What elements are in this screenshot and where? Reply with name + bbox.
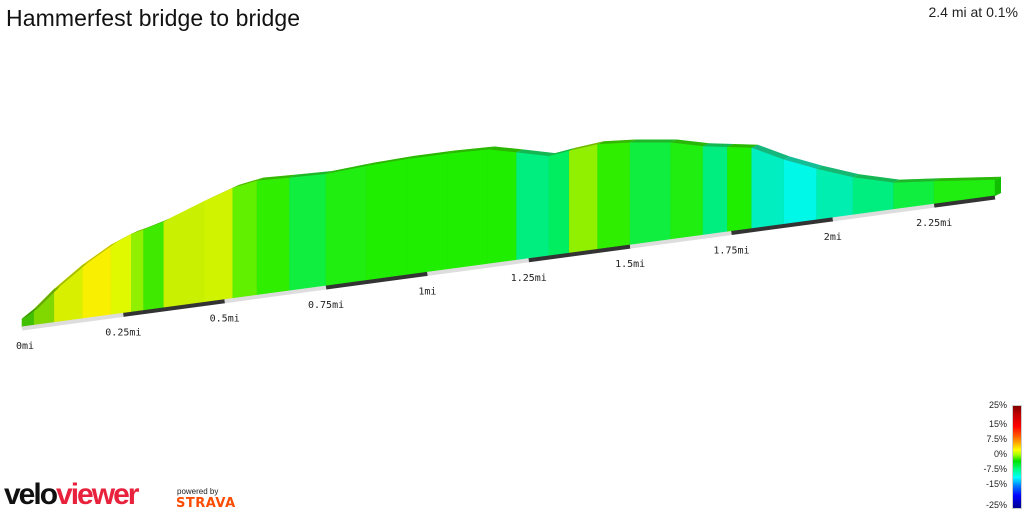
- distance-tick-label: 1.25mi: [511, 273, 547, 284]
- ridge-segment: [488, 146, 523, 153]
- distance-axis: [21, 195, 996, 331]
- ridge-segment: [934, 176, 1001, 182]
- profile-ridge: [22, 139, 1001, 319]
- axis-band: [224, 285, 327, 304]
- legend-label: 25%: [988, 400, 1007, 410]
- distance-tick-label: 1.5mi: [615, 259, 645, 270]
- gradient-segment: [289, 173, 327, 292]
- gradient-segment: [751, 147, 785, 230]
- gradient-segment: [569, 143, 598, 254]
- logo-velo: velo: [4, 478, 58, 511]
- legend-label: -25%: [985, 500, 1007, 510]
- ridge-segment: [22, 306, 41, 319]
- gradient-segment: [597, 142, 631, 250]
- ridge-segment: [784, 156, 823, 169]
- distance-tick-label: 2mi: [824, 232, 842, 243]
- axis-band: [832, 203, 935, 222]
- gradient-segment: [727, 146, 753, 233]
- distance-tick-label: 0.25mi: [105, 327, 141, 338]
- ridge-segment: [326, 162, 373, 175]
- gradient-segment: [256, 177, 290, 296]
- ridge-segment: [549, 147, 576, 157]
- legend-label: 0%: [993, 449, 1007, 459]
- strava-logo[interactable]: STRAVA: [176, 496, 236, 511]
- distance-tick-label: 1.75mi: [713, 245, 749, 256]
- gradient-segment: [670, 142, 704, 241]
- ridge-segment: [82, 241, 118, 265]
- gradient-segment: [447, 149, 489, 271]
- legend-label: -7.5%: [983, 464, 1007, 474]
- axis-band: [123, 299, 225, 317]
- powered-by-text: powered by: [177, 487, 219, 496]
- distance-tick-label: 2.25mi: [916, 218, 952, 229]
- gradient-segments: [21, 142, 996, 328]
- distance-tick-label: 1mi: [418, 286, 436, 297]
- gradient-segment: [702, 145, 728, 236]
- ridge-segment: [597, 139, 637, 145]
- gradient-segment: [487, 149, 517, 265]
- ridge-segment: [670, 139, 710, 147]
- axis-band: [21, 312, 124, 331]
- logo-viewer: viewer: [56, 478, 139, 511]
- ridge-segment: [447, 146, 495, 154]
- axis-band: [731, 217, 834, 235]
- page-title: Hammerfest bridge to bridge: [6, 5, 301, 31]
- ridge-segment: [703, 143, 734, 147]
- gradient-segment: [110, 233, 132, 316]
- ridge-segment: [54, 261, 89, 289]
- gradient-segment: [232, 180, 258, 299]
- gradient-segment: [629, 142, 671, 246]
- distance-tick-label: 0.5mi: [210, 314, 240, 325]
- gradient-segment: [852, 176, 894, 216]
- gradient-segment: [816, 168, 854, 221]
- gradient-segment: [204, 187, 234, 303]
- ridge-segment: [816, 165, 860, 178]
- ridge-segment: [727, 143, 758, 148]
- gradient-segment: [143, 221, 165, 311]
- axis-band: [427, 258, 530, 276]
- axis-band: [325, 271, 428, 290]
- gradient-segment: [366, 158, 408, 281]
- ridge-segment: [366, 156, 414, 166]
- gradient-legend: 25% 15% 7.5% 0% -7.5% -15% -25%: [965, 398, 1024, 512]
- ridge-segment: [853, 174, 900, 183]
- ridge-segment: [893, 178, 941, 183]
- gradient-segment: [406, 153, 448, 276]
- distance-tick-label: 0.75mi: [308, 300, 344, 311]
- veloviewer-logo[interactable]: velo viewer: [4, 478, 139, 511]
- ridge-segment: [111, 230, 138, 245]
- gradient-segment: [783, 159, 817, 225]
- distance-tick-labels: 0mi 0.25mi 0.5mi 0.75mi 1mi 1.25mi 1.5mi 1.75mi…: [16, 218, 952, 352]
- ridge-segment: [289, 171, 333, 178]
- axis-band: [528, 244, 631, 263]
- ridge-segment: [630, 139, 677, 143]
- ridge-segment: [569, 141, 604, 151]
- gradient-color-scale: [1012, 405, 1022, 509]
- gradient-segment: [131, 229, 144, 313]
- ridge-segment: [204, 184, 239, 202]
- axis-band: [629, 230, 732, 249]
- ridge-segment: [751, 144, 791, 160]
- gradient-segment: [548, 150, 570, 257]
- legend-label: -15%: [985, 479, 1007, 489]
- distance-tick-label: 0mi: [16, 341, 34, 352]
- gradient-segment: [325, 165, 367, 287]
- gradient-segment: [516, 152, 550, 261]
- gradient-segment: [163, 200, 205, 309]
- ridge-segment: [163, 198, 211, 222]
- ridge-segment: [516, 149, 556, 157]
- ridge-segment: [407, 150, 454, 160]
- axis-band: [933, 195, 996, 208]
- route-summary: 2.4 mi at 0.1%: [928, 4, 1019, 20]
- ridge-segment: [257, 174, 296, 181]
- gradient-segment: [54, 264, 84, 323]
- legend-label: 15%: [988, 419, 1007, 429]
- ridge-segment: [34, 285, 61, 310]
- ridge-segment: [131, 226, 150, 234]
- ridge-segment: [143, 218, 170, 230]
- legend-label: 7.5%: [986, 434, 1007, 444]
- ridge-segment: [232, 177, 264, 188]
